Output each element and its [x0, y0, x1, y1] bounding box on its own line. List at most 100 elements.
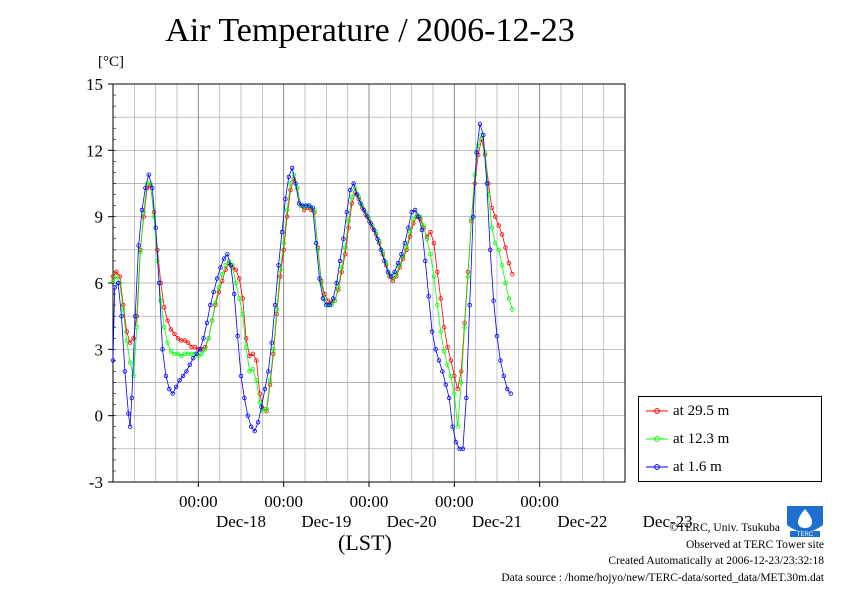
- data-point: [175, 351, 181, 356]
- legend-swatch-1-6m: [646, 464, 668, 470]
- data-point: [503, 280, 508, 286]
- data-point: [247, 369, 252, 374]
- data-point: [361, 207, 367, 213]
- data-point: [168, 349, 174, 354]
- data-point: [378, 247, 384, 252]
- data-point: [392, 269, 397, 275]
- data-point: [250, 351, 256, 356]
- data-point: [339, 265, 344, 270]
- data-point: [455, 386, 460, 392]
- data-point: [501, 373, 506, 379]
- series-2: [110, 121, 513, 451]
- data-point: [346, 218, 351, 224]
- x-day-label: Dec-20: [387, 512, 437, 531]
- data-point: [346, 225, 351, 230]
- data-point: [199, 351, 204, 356]
- data-point: [283, 196, 288, 202]
- data-point: [315, 247, 320, 252]
- data-point: [341, 236, 346, 241]
- data-point: [288, 187, 293, 193]
- data-point: [165, 340, 170, 345]
- data-point: [354, 192, 360, 197]
- data-point: [438, 329, 443, 334]
- x-axis-label: (LST): [338, 530, 392, 555]
- data-point: [472, 172, 477, 177]
- svg-text:TERC: TERC: [797, 532, 814, 538]
- data-point: [455, 424, 460, 429]
- observed-text: Observed at TERC Tower site: [685, 538, 824, 551]
- data-point: [453, 440, 459, 445]
- data-point: [127, 424, 133, 429]
- data-point: [126, 411, 131, 416]
- created-text: Created Automatically at 2006-12-23/23:3…: [608, 555, 824, 567]
- data-point: [255, 420, 261, 425]
- y-tick-label: 15: [86, 75, 103, 94]
- data-point: [431, 240, 437, 246]
- x-day-label: Dec-18: [216, 512, 266, 531]
- series-line: [112, 139, 513, 412]
- data-point: [143, 185, 148, 191]
- data-point: [416, 214, 421, 219]
- data-point: [131, 336, 136, 341]
- data-point: [153, 225, 158, 230]
- data-point: [252, 428, 257, 434]
- chart-title: Air Temperature / 2006-12-23: [165, 12, 575, 49]
- y-tick-label: 12: [86, 141, 103, 160]
- data-point: [506, 260, 512, 266]
- data-point: [450, 424, 455, 429]
- data-point: [216, 289, 221, 294]
- data-point: [385, 269, 390, 275]
- data-point: [185, 340, 191, 345]
- data-point: [261, 409, 266, 414]
- credits-block: ©TERC, Univ. Tsukuba Observed at TERC To…: [501, 520, 824, 586]
- data-point: [254, 378, 259, 383]
- x-day-label: Dec-23: [643, 512, 693, 531]
- data-point: [484, 181, 489, 186]
- data-point: [139, 207, 145, 213]
- legend-item-1-6m: at 1.6 m: [645, 457, 722, 477]
- data-point: [445, 344, 450, 350]
- data-point: [327, 302, 332, 308]
- data-point: [237, 276, 242, 281]
- data-point: [112, 285, 117, 290]
- copyright-text: ©TERC, Univ. Tsukuba: [669, 522, 780, 534]
- data-point: [349, 201, 355, 206]
- data-point: [447, 395, 452, 401]
- data-point: [163, 373, 169, 379]
- data-point: [160, 347, 165, 352]
- grid-layer: [113, 84, 625, 482]
- data-point: [322, 291, 327, 297]
- data-point: [510, 272, 515, 277]
- data-point: [208, 302, 213, 308]
- legend-swatch-12-3m: [646, 436, 668, 442]
- data-point: [243, 336, 249, 341]
- data-point: [172, 331, 177, 337]
- data-point: [448, 373, 454, 379]
- x-tick-label: 00:00: [179, 492, 218, 511]
- data-point: [494, 333, 500, 339]
- data-point: [115, 280, 121, 286]
- data-point: [365, 214, 370, 219]
- data-point: [407, 229, 413, 235]
- data-point: [499, 232, 505, 237]
- data-point: [459, 380, 464, 385]
- data-point: [175, 336, 181, 341]
- data-point: [334, 280, 339, 286]
- data-point: [320, 296, 326, 301]
- y-tick-label: 6: [95, 274, 104, 293]
- data-point: [257, 400, 262, 405]
- data-point: [124, 338, 129, 343]
- data-point: [441, 325, 447, 330]
- data-point: [124, 329, 129, 334]
- data-point: [204, 320, 210, 325]
- data-point: [339, 269, 344, 275]
- data-point: [281, 240, 286, 246]
- data-point: [476, 143, 481, 149]
- data-point: [214, 276, 220, 281]
- data-point: [467, 302, 472, 308]
- data-point: [271, 347, 276, 352]
- data-point: [317, 276, 322, 281]
- data-point: [110, 358, 116, 363]
- y-tick-label: 9: [95, 208, 104, 227]
